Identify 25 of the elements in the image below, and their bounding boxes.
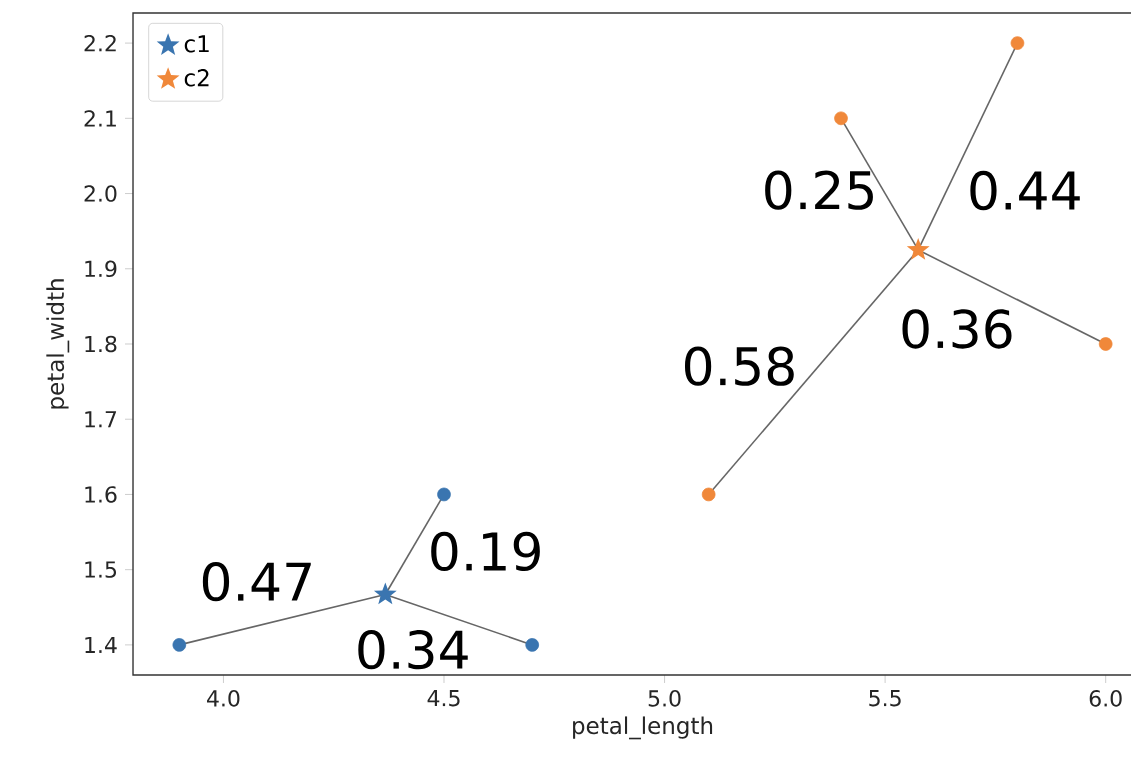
- y-tick-label: 1.9: [85, 260, 117, 278]
- x-axis-title: petal_length: [573, 716, 713, 740]
- legend-label: c2: [184, 69, 209, 87]
- y-tick-label: 2.0: [84, 185, 117, 202]
- y-tick-label: 1.5: [85, 561, 117, 578]
- x-tick-label: 6.0: [1089, 690, 1122, 707]
- annotation: 0.58: [684, 346, 794, 386]
- annotation: 0.25: [765, 170, 873, 210]
- y-tick-label: 1.6: [85, 486, 117, 503]
- annotation: 0.34: [358, 630, 468, 670]
- x-tick-label: 5.5: [869, 690, 901, 707]
- annotation: 0.19: [431, 531, 540, 572]
- y-tick-label: 1.8: [85, 335, 117, 353]
- y-axis-title: petal_width: [46, 279, 70, 409]
- annotation: 0.44: [970, 170, 1080, 211]
- annotation: 0.47: [202, 562, 311, 602]
- x-tick-label: 5.0: [648, 690, 681, 707]
- annotation: 0.36: [902, 309, 1012, 349]
- y-tick-label: 1.7: [85, 411, 117, 428]
- x-tick-label: 4.0: [207, 690, 240, 707]
- y-tick-label: 2.1: [84, 110, 116, 127]
- legend-label: c1: [184, 35, 209, 53]
- x-tick-label: 4.5: [427, 690, 460, 707]
- y-tick-label: 2.2: [84, 34, 116, 52]
- y-tick-label: 1.4: [85, 636, 117, 653]
